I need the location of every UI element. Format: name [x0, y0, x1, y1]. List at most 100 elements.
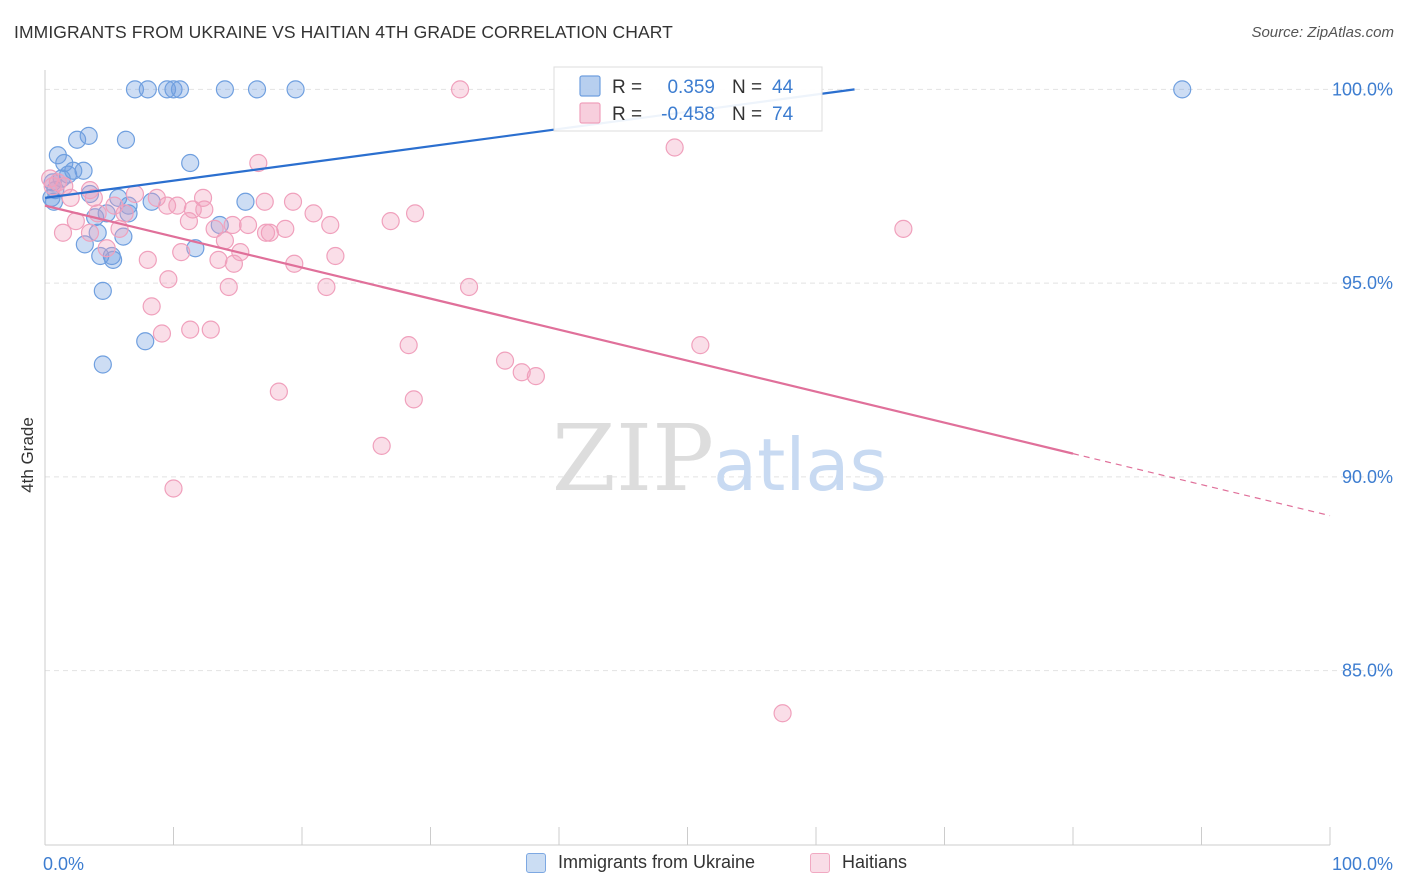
data-point [223, 215, 242, 235]
trendline-1 [44, 204, 1074, 455]
data-point [157, 80, 177, 99]
data-point [1173, 80, 1192, 99]
data-point [79, 126, 98, 145]
data-point [205, 219, 224, 238]
data-point [450, 80, 470, 99]
data-point [773, 704, 792, 723]
data-point [181, 153, 200, 173]
stats-text: R = [612, 77, 642, 98]
data-point [321, 215, 340, 235]
y-tick-labels: 85.0% 90.0% 95.0% 100.0% [1332, 79, 1393, 680]
data-point [283, 192, 303, 211]
data-point [526, 367, 545, 386]
stats-swatch [579, 102, 601, 124]
data-point [381, 212, 400, 231]
data-point [269, 382, 288, 401]
data-point [256, 223, 276, 242]
chart-title: IMMIGRANTS FROM UKRAINE VS HAITIAN 4TH G… [14, 22, 673, 42]
data-point [215, 80, 234, 99]
data-point [215, 231, 234, 250]
data-point [93, 281, 112, 300]
data-point [260, 223, 279, 242]
data-point [495, 351, 515, 370]
watermark-zip: ZIP [552, 405, 714, 512]
data-point [236, 192, 255, 211]
data-point [304, 204, 323, 223]
data-point [405, 204, 425, 223]
data-point [53, 223, 73, 242]
data-point [142, 297, 161, 316]
stats-text: N = [732, 77, 762, 98]
data-point [104, 250, 123, 269]
data-point [159, 270, 178, 289]
gridlines [45, 88, 1390, 672]
data-point [179, 212, 199, 231]
legend-item-haitians: Haitians [810, 852, 907, 873]
data-point [372, 436, 391, 455]
data-point [138, 80, 157, 99]
data-point [255, 192, 274, 211]
data-point [152, 324, 172, 343]
stats-text: -0.458 [661, 104, 715, 125]
y-tick-label: 90.0% [1342, 467, 1393, 487]
watermark: ZIP atlas [552, 405, 887, 512]
legend-swatch-haitians [810, 852, 830, 873]
series-0 [42, 80, 1192, 374]
data-point [172, 243, 191, 262]
y-tick-label: 85.0% [1342, 661, 1393, 681]
data-point [209, 250, 228, 269]
data-point [170, 80, 190, 99]
stats-text: 0.359 [667, 77, 715, 98]
y-axis-label: 4th Grade [18, 417, 37, 493]
data-point [116, 130, 136, 149]
data-point [157, 196, 177, 215]
axes [44, 70, 1331, 846]
watermark-atlas: atlas [713, 423, 887, 507]
data-point [459, 277, 479, 297]
legend-label-ukraine: Immigrants from Ukraine [558, 852, 756, 872]
stats-text: 44 [772, 77, 794, 98]
legend-label-haitians: Haitians [842, 852, 908, 872]
series-points [41, 80, 1192, 723]
data-point [404, 390, 423, 409]
chart-source: Source: ZipAtlas.com [1251, 24, 1394, 41]
data-point [247, 80, 267, 99]
data-point [691, 336, 710, 355]
data-point [219, 277, 238, 297]
trendline-extension-1 [1072, 453, 1331, 517]
data-point [238, 215, 258, 235]
y-tick-label: 95.0% [1342, 273, 1393, 293]
stats-text: N = [732, 104, 762, 125]
data-point [249, 153, 268, 173]
legend-item-ukraine: Immigrants from Ukraine [526, 852, 755, 873]
stats-text: R = [612, 104, 642, 125]
data-point [75, 235, 94, 254]
data-point [138, 250, 157, 269]
stats-legend: R = 0.359 N = 44 R = -0.458 N = 74 [553, 66, 823, 132]
x-tick-label: 0.0% [43, 854, 84, 874]
series-1 [41, 80, 913, 723]
data-point [326, 246, 345, 266]
data-point [97, 239, 116, 258]
data-point [80, 223, 100, 242]
data-point [68, 130, 87, 149]
y-tick-label: 100.0% [1332, 79, 1393, 99]
stats-text: 74 [772, 104, 794, 125]
stats-swatch [579, 75, 601, 97]
data-point [224, 254, 243, 273]
data-point [195, 200, 214, 219]
data-point [93, 355, 112, 374]
data-point [894, 219, 913, 238]
x-tick-labels: 0.0% 100.0% [43, 854, 1393, 874]
legend-swatch-ukraine [526, 852, 546, 873]
data-point [201, 320, 220, 339]
legend: Immigrants from Ukraine Haitians [0, 852, 1406, 878]
data-point [136, 332, 155, 351]
data-point [125, 184, 145, 204]
data-point [286, 80, 305, 99]
data-point [125, 80, 145, 99]
data-point [61, 188, 80, 207]
data-point [665, 138, 684, 157]
data-point [164, 80, 183, 99]
